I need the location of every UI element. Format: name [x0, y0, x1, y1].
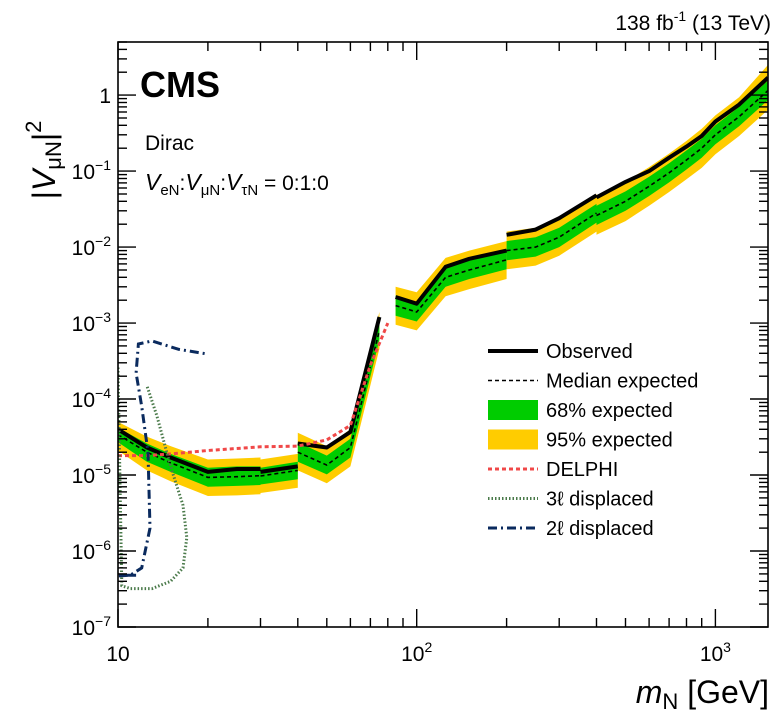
x-tick-label-base: 10	[700, 643, 723, 666]
y-tick-label: 10−1	[72, 157, 112, 184]
plot-frame	[117, 41, 769, 628]
y-tick-label-base: 1	[99, 85, 111, 108]
y-tick-label-base: 10	[72, 237, 95, 260]
axis-ticks	[117, 41, 768, 628]
observed-line-segment-5	[595, 76, 768, 200]
y-tick-label-exp: −5	[95, 461, 111, 477]
y-tick-label-base: 10	[72, 465, 95, 488]
y-tick-label: 1	[99, 85, 111, 108]
y-tick-label-base: 10	[72, 389, 95, 412]
observed-line-segment-3	[394, 248, 508, 306]
y-tick-label: 10−6	[72, 537, 112, 564]
x-tick-label-exp: 2	[424, 639, 432, 655]
experiment-label: CMS	[140, 64, 220, 105]
legend-expected-label: Median expected	[546, 371, 698, 393]
observed-line-segment-1	[260, 464, 299, 474]
y-tick-label: 10−4	[72, 385, 112, 412]
x-axis-title: mN [GeV]	[636, 674, 769, 712]
y-tick-label: 10−3	[72, 309, 112, 336]
x-tick-label-base: 10	[401, 643, 424, 666]
legend-band95-swatch	[488, 429, 538, 450]
y-tick-label: 10−2	[72, 233, 112, 260]
expected-line-segment-1	[260, 469, 298, 477]
legend: Observed Median expected 68% expected 95% e…	[488, 341, 698, 540]
y-tick-label-base: 10	[72, 313, 95, 336]
x-tick-label: 103	[700, 639, 731, 666]
expected-group	[118, 89, 768, 479]
coupling-label: VeN:VμN:VτN = 0:1:0	[145, 169, 329, 199]
y-tick-label-exp: −7	[95, 613, 111, 629]
legend-band68-label: 68% expected	[546, 400, 673, 422]
y-tick-label-exp: −3	[95, 309, 111, 325]
legend-disp3l-label: 3ℓ displaced	[546, 489, 654, 511]
y-tick-label-exp: −2	[95, 233, 111, 249]
legend-delphi-label: DELPHI	[546, 459, 618, 481]
y-axis-title: |VμN|2	[21, 121, 66, 200]
delphi-line	[118, 322, 390, 458]
legend-disp2l-label: 2ℓ displaced	[546, 518, 654, 540]
expected-line-segment-2	[297, 330, 381, 467]
band-68-segment-4	[506, 203, 597, 261]
observed-line-segment-2	[297, 316, 382, 450]
expected-line-segment-4	[506, 212, 597, 252]
x-tick-label: 102	[401, 639, 432, 666]
observed-group	[118, 76, 768, 474]
expected-line-segment-0	[118, 433, 261, 479]
y-tick-label-base: 10	[72, 541, 95, 564]
y-tick-label-base: 10	[72, 161, 95, 184]
y-tick-label: 10−7	[72, 613, 112, 640]
y-tick-label-base: 10	[72, 617, 95, 640]
observed-line-segment-0	[118, 427, 261, 474]
model-label: Dirac	[145, 132, 194, 155]
y-tick-label: 10−5	[72, 461, 112, 488]
x-tick-label-base: 10	[106, 643, 129, 666]
y-tick-label-exp: −4	[95, 385, 111, 401]
y-tick-label-exp: −6	[95, 537, 111, 553]
legend-band95-label: 95% expected	[546, 430, 673, 452]
expected-line-segment-5	[596, 89, 768, 217]
x-tick-label-exp: 3	[723, 639, 731, 655]
observed-line-segment-4	[506, 193, 598, 237]
other-limits-group	[118, 322, 390, 591]
band-68-segment-5	[596, 80, 768, 225]
displaced-3l-line	[118, 367, 189, 591]
expected-line-segment-3	[395, 259, 507, 313]
legend-observed-label: Observed	[546, 341, 633, 363]
x-tick-label: 10	[106, 643, 129, 666]
displaced-2l-line	[118, 339, 209, 578]
y-tick-label-exp: −1	[95, 157, 111, 173]
lumi-label: 138 fb-1 (13 TeV)	[615, 8, 771, 35]
legend-band68-swatch	[488, 400, 538, 420]
band-68-group	[118, 80, 768, 487]
